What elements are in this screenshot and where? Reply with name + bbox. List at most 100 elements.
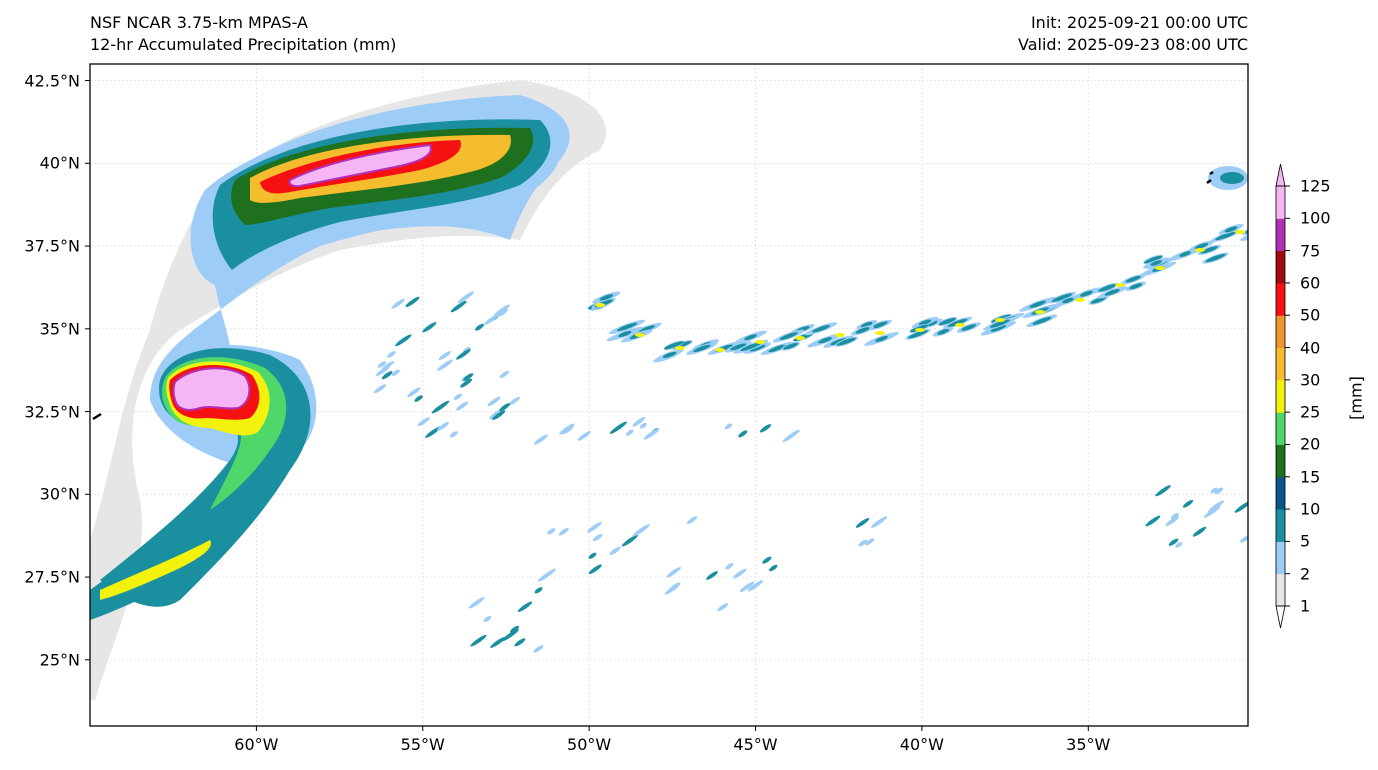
shower-cell xyxy=(453,393,463,400)
precip-field xyxy=(90,80,1248,700)
map-frame xyxy=(89,63,1249,727)
shower-cell xyxy=(1170,512,1179,520)
band-cell-peak xyxy=(795,336,805,340)
shower-cell xyxy=(455,401,469,411)
band-cell-core xyxy=(918,319,932,326)
lat-label: 25°N xyxy=(39,650,80,670)
shower-cell xyxy=(858,539,868,547)
band-cell-core xyxy=(961,324,977,331)
band-cell-core xyxy=(1215,231,1236,241)
shower-cell xyxy=(510,625,520,633)
band-cell-peak xyxy=(875,331,885,335)
shower-cell xyxy=(1214,487,1224,495)
shower-cell xyxy=(437,422,449,431)
precip-band-north-pink xyxy=(288,143,432,188)
band-cell-core xyxy=(1150,260,1163,266)
shower-cell xyxy=(1240,535,1248,543)
band-cell-core xyxy=(779,332,798,340)
band-cell-core xyxy=(947,318,968,327)
band-cell-core xyxy=(818,337,832,344)
lon-label: 45°W xyxy=(733,735,778,754)
axis-ticks xyxy=(85,80,1089,731)
band-cell-core xyxy=(1079,290,1093,297)
shower-cell xyxy=(395,334,412,347)
band-cell-core xyxy=(618,330,632,338)
coastline-azores xyxy=(1206,170,1214,184)
shower-cell xyxy=(1165,516,1180,527)
shower-cell xyxy=(492,410,506,420)
shower-cell xyxy=(632,524,650,537)
lat-label: 27.5°N xyxy=(24,567,80,587)
shower-cell xyxy=(437,359,453,371)
shower-cell xyxy=(533,645,544,653)
lat-label: 37.5°N xyxy=(24,236,80,256)
colorbar-segment xyxy=(1276,282,1285,316)
shower-cell xyxy=(609,421,627,434)
graticule xyxy=(90,64,1248,726)
band-cell-core xyxy=(812,325,830,333)
shower-cell xyxy=(456,349,471,360)
scattered-showers xyxy=(374,291,1248,653)
band-cell-core xyxy=(1104,289,1120,296)
colorbar-segment xyxy=(1276,218,1285,252)
shower-cell xyxy=(374,384,387,394)
shower-cell xyxy=(407,387,421,398)
colorbar-extend-max xyxy=(1275,163,1286,187)
band-cell-core xyxy=(638,325,655,333)
band-cell xyxy=(1241,225,1248,236)
colorbar-segment xyxy=(1276,476,1285,510)
shower-cell xyxy=(422,322,437,333)
shower-cell xyxy=(1168,538,1179,546)
shower-cell xyxy=(468,596,485,609)
colorbar-label: 50 xyxy=(1300,305,1321,325)
shower-cell xyxy=(782,429,800,443)
shower-cell xyxy=(484,314,499,325)
band-cell-peak xyxy=(1195,248,1205,252)
band-cell-peak xyxy=(715,348,725,352)
shower-cell xyxy=(537,568,556,582)
shower-cell xyxy=(558,527,569,536)
lat-label: 32.5°N xyxy=(24,402,80,422)
band-cell-peak xyxy=(995,318,1005,322)
colorbar-frame xyxy=(1275,185,1286,607)
shower-cell xyxy=(738,430,748,438)
colorbar-label: 25 xyxy=(1300,402,1321,422)
band-cell-core xyxy=(1144,255,1163,264)
shower-cell xyxy=(577,431,591,441)
shower-cell xyxy=(475,323,485,331)
shower-cell xyxy=(501,628,519,642)
shower-cell xyxy=(463,373,474,381)
band-cell-core xyxy=(860,321,873,328)
shower-cell xyxy=(621,534,638,547)
shower-cell xyxy=(517,601,533,612)
shower-cell xyxy=(643,428,660,440)
shower-cell xyxy=(759,424,772,433)
lon-label: 55°W xyxy=(400,735,445,754)
band-cell-core xyxy=(1220,172,1244,184)
band-cell-core xyxy=(1029,300,1046,308)
band-cell-core xyxy=(1129,283,1143,290)
band-cell-core xyxy=(836,337,856,346)
band-cell-core xyxy=(830,338,847,346)
shower-cell xyxy=(762,556,772,564)
band-cell-core xyxy=(1032,316,1052,325)
colorbar-label: 15 xyxy=(1300,467,1321,487)
band-cell-peak xyxy=(915,328,925,332)
shower-cell xyxy=(625,429,634,436)
shower-cell xyxy=(733,568,747,579)
shower-cell xyxy=(460,378,473,388)
shower-cell xyxy=(534,587,543,594)
lat-label: 42.5°N xyxy=(24,71,80,91)
band-cell-core xyxy=(664,341,685,350)
lon-label: 50°W xyxy=(567,735,612,754)
shower-cell xyxy=(1175,542,1183,548)
shower-cell xyxy=(499,370,510,379)
model-title: NSF NCAR 3.75-km MPAS-A xyxy=(90,13,308,32)
shower-cell xyxy=(547,528,556,535)
shower-cell xyxy=(1208,500,1224,513)
shower-cell xyxy=(438,351,451,361)
lat-label: 35°N xyxy=(39,319,80,339)
lon-label: 60°W xyxy=(234,735,279,754)
band-cell-core xyxy=(875,335,888,342)
